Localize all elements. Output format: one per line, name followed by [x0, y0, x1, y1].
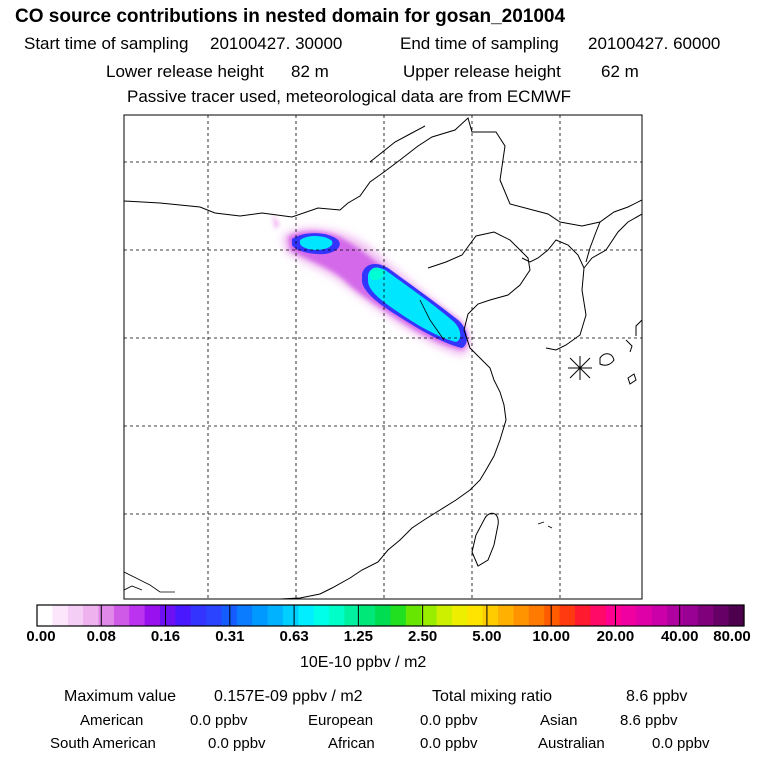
color-bar-cell — [129, 605, 146, 626]
color-bar-cell — [113, 605, 130, 626]
end-time-label: End time of sampling — [400, 34, 559, 53]
region-name: South American — [50, 735, 156, 752]
color-bar-cell — [267, 605, 284, 626]
upper-height-value: 62 m — [601, 62, 639, 81]
color-bar-cell — [697, 605, 714, 626]
color-bar-tick-label: 0.31 — [215, 628, 245, 645]
region-name: European — [308, 712, 374, 729]
color-bar-tick-label: 20.00 — [596, 628, 635, 645]
color-bar-tick-label: 2.50 — [408, 628, 438, 645]
color-bar-cell — [528, 605, 545, 626]
color-bar-cell — [498, 605, 515, 626]
color-bar-tick-label: 80.00 — [713, 628, 751, 645]
color-bar-tick-label: 0.63 — [279, 628, 309, 645]
color-bar-cell — [282, 605, 299, 626]
plot-title: CO source contributions in nested domain… — [15, 6, 566, 27]
color-bar-tick-label: 0.00 — [26, 628, 56, 645]
end-time-value: 20100427. 60000 — [588, 34, 721, 53]
lower-height-label: Lower release height — [106, 62, 264, 81]
color-bar-cell — [544, 605, 561, 626]
region-value: 8.6 ppbv — [620, 712, 678, 729]
color-bar-cell — [98, 605, 115, 626]
color-bar-cell — [482, 605, 499, 626]
color-bar-cell — [83, 605, 100, 626]
color-bar-cell — [313, 605, 330, 626]
color-bar-cell — [344, 605, 361, 626]
color-bar-cell — [405, 605, 422, 626]
tracer-note: Passive tracer used, meteorological data… — [127, 87, 572, 106]
color-bar-cell — [436, 605, 453, 626]
color-bar-tick-label: 10.00 — [532, 628, 570, 645]
region-value: 0.0 ppbv — [420, 735, 478, 752]
color-bar-tick-label: 5.00 — [472, 628, 502, 645]
color-bar-cell — [651, 605, 668, 626]
max-value: 0.157E-09 ppbv / m2 — [214, 688, 363, 705]
color-bar-cell — [375, 605, 392, 626]
region-name: African — [328, 735, 375, 752]
lower-height-value: 82 m — [291, 62, 329, 81]
color-bar-cell — [605, 605, 622, 626]
lat-lon-grid — [124, 115, 642, 599]
color-bar-cell — [667, 605, 684, 626]
color-bar-cell — [467, 605, 484, 626]
region-value: 0.0 ppbv — [652, 735, 710, 752]
region-name: American — [80, 712, 144, 729]
region-value: 0.0 ppbv — [190, 712, 248, 729]
color-bar-cell — [190, 605, 207, 626]
color-bar-cell — [175, 605, 192, 626]
color-bar-cell — [252, 605, 269, 626]
max-value-label: Maximum value — [64, 688, 177, 705]
color-bar-cell — [621, 605, 638, 626]
color-bar-cell — [52, 605, 69, 626]
region-name: Australian — [538, 735, 605, 752]
color-bar-cell — [206, 605, 223, 626]
province-borders — [124, 299, 553, 593]
color-bar-cell — [236, 605, 253, 626]
color-bar-cell — [329, 605, 345, 626]
color-bar-cell — [37, 605, 53, 626]
color-bar-cell — [590, 605, 607, 626]
coastlines — [124, 117, 642, 599]
region-name: Asian — [540, 712, 578, 729]
color-bar-cell — [298, 605, 315, 626]
color-bar-cell — [682, 605, 699, 626]
color-bar-cell — [421, 605, 438, 626]
color-bar-tick-label: 0.16 — [150, 628, 181, 645]
color-bar-cell — [728, 605, 745, 626]
start-time-value: 20100427. 30000 — [210, 34, 343, 53]
color-bar-cell — [159, 605, 176, 626]
color-bar-cell — [513, 605, 530, 626]
region-value: 0.0 ppbv — [420, 712, 478, 729]
map-frame — [123, 114, 643, 600]
upper-height-label: Upper release height — [403, 62, 561, 81]
color-bar-cell — [390, 605, 407, 626]
color-bar-cell — [636, 605, 653, 626]
color-bar-cell — [359, 605, 376, 626]
color-bar-tick-label: 40.00 — [660, 628, 699, 645]
asterisk-icon — [568, 356, 592, 380]
color-bar-cell — [144, 605, 161, 626]
region-value: 0.0 ppbv — [208, 735, 266, 752]
color-bar-cell — [559, 605, 576, 626]
start-time-label: Start time of sampling — [24, 34, 189, 53]
color-bar-cell — [713, 605, 730, 626]
total-mixing-label: Total mixing ratio — [432, 688, 553, 705]
color-bar-cell — [574, 605, 591, 626]
color-bar-frame — [36, 604, 745, 627]
total-mixing-value: 8.6 ppbv — [626, 688, 688, 705]
concentration-plume — [272, 214, 471, 356]
color-bar-unit: 10E-10 ppbv / m2 — [300, 654, 427, 671]
color-bar-tick-label: 0.08 — [86, 628, 116, 645]
color-bar-tick-label: 1.25 — [343, 628, 373, 645]
color-bar-cell — [451, 605, 468, 626]
color-bar-cell — [67, 605, 84, 626]
